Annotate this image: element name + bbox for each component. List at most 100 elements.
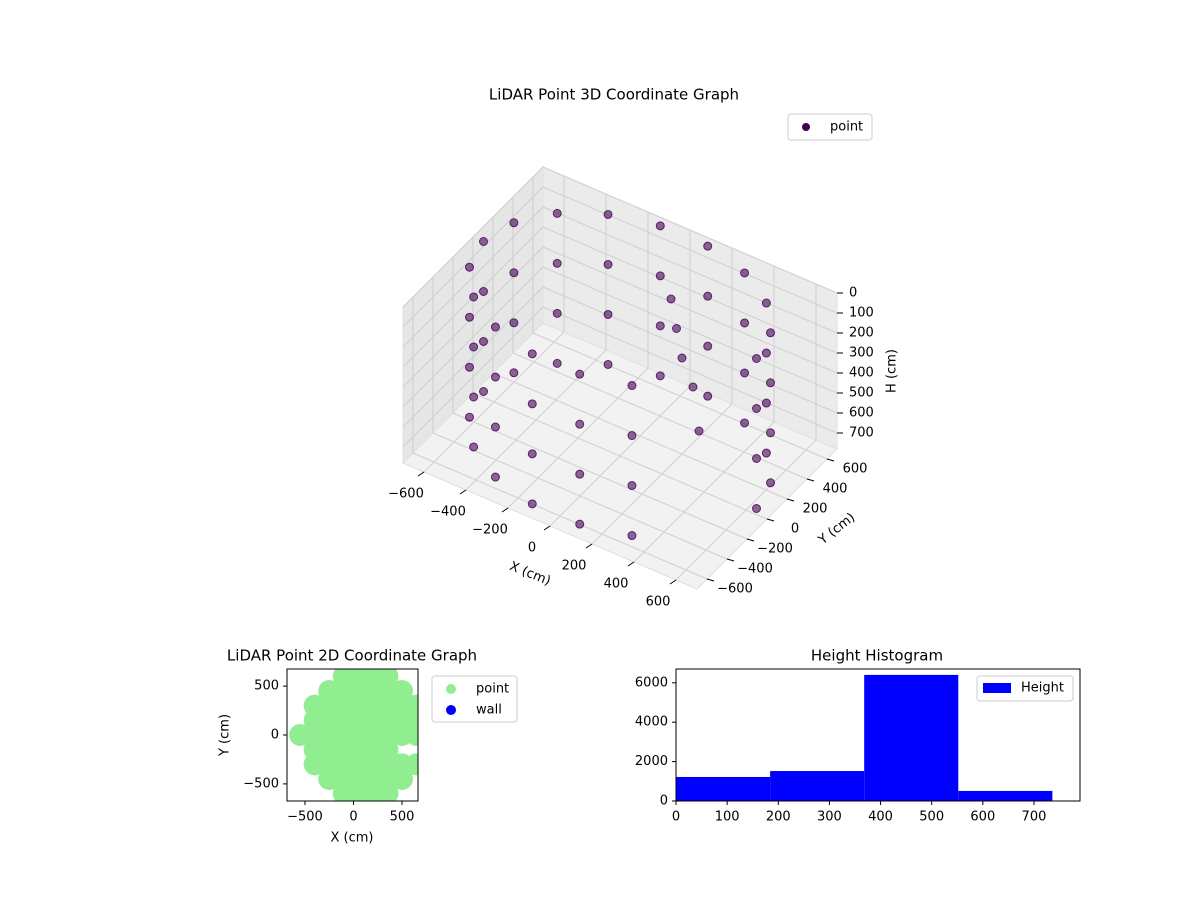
point <box>464 412 474 422</box>
x-tick-label: 0 <box>349 810 357 825</box>
x-tick-label: 600 <box>970 810 995 825</box>
tick-mark <box>766 518 775 522</box>
point <box>655 321 665 331</box>
point <box>490 422 500 432</box>
plot-2d: point wall −500 0 500 −500 0 500 <box>243 668 518 825</box>
point <box>627 381 637 391</box>
point <box>694 426 704 436</box>
point <box>703 391 713 401</box>
x-tick-label: 0 <box>672 810 680 825</box>
point <box>490 372 500 382</box>
point <box>552 308 562 318</box>
point <box>376 669 399 688</box>
point <box>509 268 519 278</box>
point <box>405 694 418 717</box>
bar <box>676 776 771 801</box>
plot-histogram: Height 0 100 200 300 400 500 600 700 0 2000 4000 600… <box>635 668 1081 825</box>
point <box>469 442 479 452</box>
point <box>752 504 761 513</box>
point <box>509 368 519 378</box>
point <box>479 237 488 246</box>
x-tick-label: 500 <box>919 810 944 825</box>
grid-line <box>633 266 775 563</box>
point <box>469 392 479 402</box>
point <box>552 258 562 268</box>
tick-mark <box>746 538 755 542</box>
point <box>575 369 585 379</box>
point <box>405 753 418 776</box>
grid-line <box>452 257 748 540</box>
y-tick-label: 200 <box>803 502 828 517</box>
point <box>527 399 537 409</box>
y-axis-label: Y (cm) <box>218 714 233 757</box>
y-tick-label: 0 <box>791 522 799 537</box>
tick-mark <box>585 543 593 549</box>
point <box>479 337 488 346</box>
point <box>464 362 474 372</box>
point <box>766 378 776 388</box>
point <box>527 349 537 359</box>
grid-line <box>591 248 733 545</box>
legend-label: wall <box>476 703 502 718</box>
point <box>740 318 750 328</box>
y-tick-label: 6000 <box>635 675 668 690</box>
point <box>627 531 637 541</box>
tick-mark <box>627 561 635 567</box>
point <box>490 322 500 332</box>
y-tick-label: 400 <box>823 482 848 497</box>
point <box>740 368 750 378</box>
y-tick-label: 2000 <box>635 754 668 769</box>
grid-line <box>402 246 838 388</box>
bar <box>958 790 1053 801</box>
point <box>464 312 474 322</box>
point <box>752 354 761 363</box>
point <box>575 519 585 529</box>
point <box>761 448 771 458</box>
chart-title: Height Histogram <box>811 647 943 665</box>
tick-mark <box>669 579 677 585</box>
point <box>603 209 613 219</box>
point <box>479 287 488 296</box>
point <box>688 382 698 392</box>
grid-line <box>423 176 565 473</box>
x-tick-label: 400 <box>868 810 893 825</box>
point <box>740 268 750 278</box>
x-tick-label: 700 <box>1022 810 1047 825</box>
grid-line <box>402 206 838 348</box>
point <box>575 419 585 429</box>
tick-mark <box>826 458 835 462</box>
point <box>509 318 519 328</box>
x-tick-label: 500 <box>390 810 415 825</box>
x-tick-label: 200 <box>562 559 587 574</box>
grid-line <box>402 286 838 428</box>
plot-3d: −600 −400 −200 0 200 400 600 −600 −400 −200 0 200 40… <box>388 113 900 610</box>
legend-box <box>976 675 1074 702</box>
grid-line <box>402 166 838 308</box>
y-tick-label: 600 <box>843 462 868 477</box>
x-axis-label: X (cm) <box>331 831 374 846</box>
grid-line <box>465 194 607 491</box>
point <box>761 298 771 308</box>
point <box>761 398 771 408</box>
grid-line <box>402 226 838 368</box>
grid-line <box>402 186 838 328</box>
grid-line <box>432 277 728 560</box>
x-tick-label: 200 <box>766 810 791 825</box>
grid-line <box>412 297 708 580</box>
point <box>627 481 637 491</box>
x-tick-label: 0 <box>528 541 536 556</box>
x-tick-label: 400 <box>604 577 629 592</box>
bar <box>770 771 865 801</box>
z-tick-label: 400 <box>849 366 874 381</box>
point <box>527 499 537 509</box>
point <box>672 324 681 333</box>
point <box>752 404 761 413</box>
bar <box>864 674 959 801</box>
point <box>464 262 474 272</box>
points <box>289 669 418 801</box>
point <box>490 472 500 482</box>
point <box>703 341 713 351</box>
z-tick-label: 200 <box>849 326 874 341</box>
grid-line <box>675 284 817 581</box>
